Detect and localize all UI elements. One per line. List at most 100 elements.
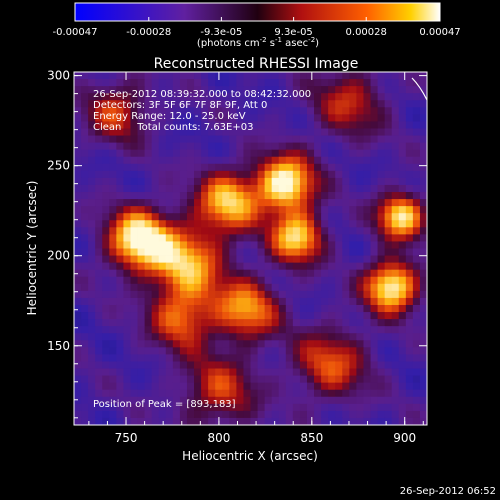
heatmap-cell [405, 248, 414, 256]
heatmap-cell [229, 304, 237, 313]
heatmap-cell [370, 227, 378, 235]
heatmap-cell [271, 262, 280, 271]
heatmap-cell [412, 283, 421, 292]
heatmap-cell [229, 192, 237, 200]
heatmap-cell [222, 396, 230, 405]
heatmap-cell [391, 177, 400, 186]
heatmap-cell [179, 262, 188, 271]
heatmap-cell [405, 121, 414, 129]
heatmap-cell [250, 100, 258, 108]
heatmap-cell [384, 100, 393, 108]
heatmap-cell [349, 361, 357, 369]
heatmap-cell [377, 269, 386, 278]
heatmap-cell [412, 396, 421, 405]
heatmap-cell [384, 142, 393, 151]
heatmap-cell [102, 149, 110, 158]
heatmap-cell [186, 361, 195, 369]
heatmap-cell [328, 368, 336, 376]
heatmap-cell [165, 149, 174, 158]
heatmap-cell [144, 234, 153, 242]
heatmap-cell [278, 375, 287, 384]
heatmap-cell [243, 319, 251, 327]
heatmap-cell [321, 389, 329, 398]
heatmap-cell [370, 375, 378, 384]
heatmap-cell [299, 234, 308, 242]
heatmap-cell [292, 354, 301, 362]
heatmap-cell [363, 163, 371, 172]
heatmap-cell [377, 304, 386, 313]
heatmap-cell [151, 368, 160, 376]
heatmap-cell [370, 121, 378, 129]
heatmap-cell [398, 163, 407, 172]
heatmap-cell [264, 361, 273, 369]
heatmap-cell [102, 354, 110, 362]
heatmap-cell [165, 192, 174, 200]
heatmap-cell [314, 361, 322, 369]
heatmap-cell [285, 135, 294, 143]
heatmap-cell [278, 177, 287, 186]
heatmap-cell [412, 255, 421, 264]
heatmap-cell [306, 192, 315, 200]
heatmap-cell [398, 241, 407, 249]
heatmap-cell [370, 184, 378, 193]
heatmap-cell [186, 227, 195, 235]
heatmap-cell [179, 170, 188, 179]
heatmap-cell [335, 234, 343, 242]
heatmap-cell [165, 417, 174, 426]
x-tick-label: 750 [115, 431, 138, 445]
heatmap-cell [208, 248, 216, 256]
heatmap-cell [335, 255, 343, 264]
heatmap-cell [123, 326, 131, 334]
heatmap-cell [229, 135, 237, 143]
heatmap-cell [377, 86, 386, 94]
heatmap-cell [405, 114, 414, 122]
heatmap-cell [419, 403, 428, 412]
heatmap-cell [292, 297, 301, 306]
heatmap-cell [306, 297, 315, 306]
heatmap-cell [116, 375, 124, 384]
heatmap-cell [419, 396, 428, 405]
heatmap-cell [342, 276, 350, 285]
heatmap-cell [201, 93, 209, 101]
heatmap-cell [194, 255, 202, 264]
heatmap-cell [229, 396, 237, 405]
heatmap-cell [123, 333, 131, 341]
heatmap-cell [158, 184, 167, 193]
heatmap-cell [292, 290, 301, 299]
heatmap-cell [130, 255, 138, 264]
heatmap-cell [278, 213, 287, 221]
heatmap-cell [264, 213, 273, 221]
heatmap-cell [151, 269, 160, 278]
heatmap-cell [398, 283, 407, 292]
heatmap-cell [328, 269, 336, 278]
heatmap-cell [349, 142, 357, 151]
heatmap-cell [250, 347, 258, 355]
heatmap-cell [321, 135, 329, 143]
heatmap-cell [215, 361, 223, 369]
colorbar: -0.00047 -0.00028 -9.3e-05 9.3e-05 0.00028 0.… [53, 2, 461, 49]
heatmap-cell [88, 163, 96, 172]
heatmap-cell [356, 389, 364, 398]
heatmap-cell [412, 361, 421, 369]
heatmap-cell [144, 177, 153, 186]
heatmap-cell [102, 199, 110, 207]
heatmap-cell [109, 170, 117, 179]
heatmap-cell [278, 79, 287, 87]
heatmap-cell [102, 417, 110, 426]
heatmap-cell [271, 326, 280, 334]
heatmap-cell [391, 248, 400, 256]
info-line-energy: Energy Range: 12.0 - 25.0 keV [93, 111, 246, 122]
heatmap-cell [74, 312, 82, 320]
heatmap-cell [186, 410, 195, 419]
heatmap-cell [299, 389, 308, 398]
heatmap-cell [186, 304, 195, 313]
heatmap-cell [285, 72, 294, 80]
heatmap-cell [130, 375, 138, 384]
heatmap-cell [165, 283, 174, 292]
heatmap-cell [278, 184, 287, 193]
heatmap-cell [412, 410, 421, 419]
heatmap-cell [229, 142, 237, 151]
heatmap-cell [186, 262, 195, 271]
heatmap-cell [88, 135, 96, 143]
heatmap-cell [95, 403, 103, 412]
